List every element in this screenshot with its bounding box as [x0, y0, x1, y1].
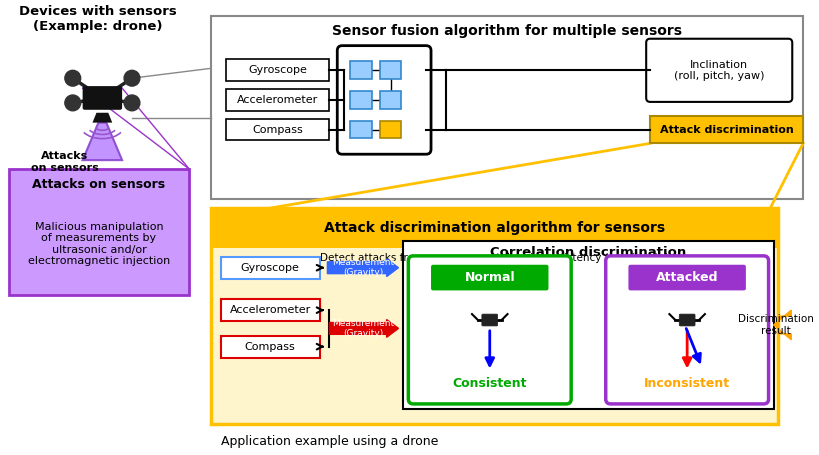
Bar [8, 169, 189, 295]
FancyBboxPatch shape [645, 39, 791, 102]
Text: Application example using a drone: Application example using a drone [220, 435, 437, 448]
Bar [220, 336, 319, 358]
Text: Detect attacks from measurement data inconsistency (gravity etc): Detect attacks from measurement data inc… [320, 253, 668, 263]
FancyBboxPatch shape [482, 314, 497, 326]
Polygon shape [327, 259, 398, 277]
Text: Normal: Normal [464, 271, 514, 284]
Bar [379, 61, 401, 79]
Text: Measurement
(Gravity): Measurement (Gravity) [332, 318, 393, 338]
Bar [649, 116, 802, 143]
Polygon shape [93, 113, 112, 123]
Text: Inconsistent: Inconsistent [643, 377, 730, 389]
FancyBboxPatch shape [337, 46, 431, 154]
Text: Inclination
(roll, pitch, yaw): Inclination (roll, pitch, yaw) [673, 60, 763, 81]
Text: Compass: Compass [245, 342, 295, 352]
FancyBboxPatch shape [605, 256, 767, 404]
Text: Attacks on sensors: Attacks on sensors [32, 178, 165, 191]
Bar [210, 208, 777, 424]
Text: Attack discrimination algorithm for sensors: Attack discrimination algorithm for sens… [324, 221, 664, 235]
Text: Attack discrimination: Attack discrimination [659, 125, 793, 135]
Text: Devices with sensors
(Example: drone): Devices with sensors (Example: drone) [19, 5, 176, 33]
Text: Accelerometer: Accelerometer [229, 305, 310, 315]
Bar [225, 89, 329, 111]
Text: Attacked: Attacked [655, 271, 717, 284]
Bar [379, 121, 401, 138]
Circle shape [124, 95, 140, 111]
Bar [225, 60, 329, 81]
Bar [350, 61, 371, 79]
Text: Attacks
on sensors: Attacks on sensors [31, 152, 98, 173]
Bar [350, 121, 371, 138]
Bar [210, 16, 802, 199]
Text: Accelerometer: Accelerometer [237, 95, 318, 105]
Text: Measurement
(Gravity): Measurement (Gravity) [332, 258, 393, 278]
Circle shape [65, 71, 80, 86]
Bar [403, 241, 772, 409]
Bar [225, 119, 329, 141]
FancyBboxPatch shape [627, 265, 745, 290]
Bar [350, 91, 371, 109]
FancyBboxPatch shape [431, 265, 548, 290]
Circle shape [65, 95, 80, 111]
Circle shape [124, 71, 140, 86]
Text: Correlation discrimination: Correlation discrimination [490, 247, 686, 259]
Text: Gyroscope: Gyroscope [241, 263, 299, 273]
Bar [379, 91, 401, 109]
FancyBboxPatch shape [408, 256, 571, 404]
Text: Consistent: Consistent [452, 377, 527, 389]
FancyBboxPatch shape [678, 314, 695, 326]
Text: Malicious manipulation
of measurements by
ultrasonic and/or
electromagnetic inje: Malicious manipulation of measurements b… [28, 222, 170, 267]
FancyBboxPatch shape [83, 86, 122, 110]
Polygon shape [83, 123, 122, 160]
Bar [220, 257, 319, 278]
Bar [220, 299, 319, 321]
Text: Compass: Compass [252, 125, 302, 135]
Text: Sensor fusion algorithm for multiple sensors: Sensor fusion algorithm for multiple sen… [332, 24, 681, 38]
Polygon shape [772, 310, 790, 340]
Text: Discrimination
result: Discrimination result [737, 314, 813, 336]
Bar [210, 208, 777, 248]
Text: Gyroscope: Gyroscope [248, 66, 306, 76]
Polygon shape [329, 319, 398, 337]
